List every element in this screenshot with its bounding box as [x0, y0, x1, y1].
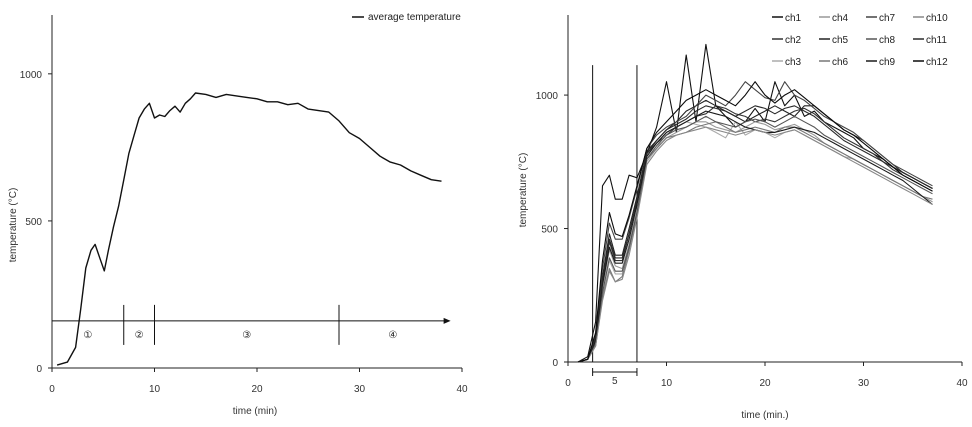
right-x-axis-label: time (min.) — [741, 410, 788, 421]
right-span-annotation: 5 — [592, 368, 638, 387]
left-series-line-average-temperature — [56, 92, 442, 366]
legend-label-ch11: ch11 — [926, 35, 947, 46]
right-y-tick-label: 500 — [541, 225, 558, 236]
left-legend-label: average temperature — [368, 12, 461, 23]
right-x-tick-label: 20 — [759, 378, 771, 389]
phase-label: ② — [135, 330, 144, 341]
legend-label-ch12: ch12 — [926, 57, 948, 68]
left-x-tick-label: 0 — [49, 384, 55, 395]
legend-label-ch6: ch6 — [832, 57, 849, 68]
legend-label-ch9: ch9 — [879, 57, 896, 68]
left-y-axis-label: temperature (°C) — [8, 188, 19, 263]
legend-label-ch3: ch3 — [785, 57, 802, 68]
right-series-line-ch6 — [577, 121, 933, 363]
phase-label: ① — [83, 330, 92, 341]
right-series-line-ch1 — [577, 43, 933, 363]
span-label: 5 — [612, 376, 618, 387]
right-y-axis-label: temperature (°C) — [518, 153, 529, 228]
right-series-line-ch8 — [577, 115, 933, 363]
phase-arrow-head — [443, 317, 451, 324]
left-y-tick-label: 500 — [25, 217, 42, 228]
left-chart: 0 10 20 30 40 0 500 1000 ① ② ③ ④ time (min) temper… — [8, 12, 468, 417]
legend-label-ch10: ch10 — [926, 13, 948, 24]
right-x-tick-label: 40 — [956, 378, 968, 389]
legend-label-ch4: ch4 — [832, 13, 849, 24]
left-y-tick-label: 0 — [36, 364, 42, 375]
right-y-tick-label: 0 — [552, 358, 558, 369]
left-y-tick-label: 1000 — [20, 70, 43, 81]
left-x-tick-label: 20 — [251, 384, 263, 395]
right-series-line-ch7 — [577, 81, 933, 363]
left-tick-group: 0 10 20 30 40 0 500 1000 — [20, 70, 468, 395]
legend-label-ch5: ch5 — [832, 35, 849, 46]
left-series-group — [56, 92, 442, 366]
right-series-line-ch12 — [577, 81, 933, 363]
legend-label-ch7: ch7 — [879, 13, 896, 24]
right-series-line-ch10 — [577, 126, 933, 363]
left-x-tick-label: 40 — [456, 384, 468, 395]
right-x-tick-label: 0 — [565, 378, 571, 389]
right-x-tick-label: 10 — [661, 378, 673, 389]
right-x-tick-label: 30 — [858, 378, 870, 389]
right-y-tick-label: 1000 — [536, 91, 559, 102]
left-phase-group: ① ② ③ ④ — [52, 304, 451, 345]
left-legend: average temperature — [352, 12, 461, 23]
right-tick-group: 0 10 20 30 40 0 500 1000 — [536, 91, 968, 389]
left-x-tick-label: 10 — [149, 384, 161, 395]
phase-label: ③ — [242, 330, 251, 341]
left-x-tick-label: 30 — [354, 384, 366, 395]
legend-label-ch2: ch2 — [785, 35, 802, 46]
legend-label-ch1: ch1 — [785, 13, 802, 24]
legend-label-ch8: ch8 — [879, 35, 896, 46]
right-legend: ch1 ch2 ch3 ch4 ch5 ch6 ch7 ch8 ch9 ch10 ch11 ch12 — [772, 13, 948, 68]
phase-label: ④ — [388, 330, 397, 341]
left-x-axis-label: time (min) — [233, 406, 277, 417]
right-series-line-ch11 — [577, 105, 933, 363]
right-series-group — [577, 43, 933, 363]
right-series-line-ch9 — [577, 110, 933, 363]
